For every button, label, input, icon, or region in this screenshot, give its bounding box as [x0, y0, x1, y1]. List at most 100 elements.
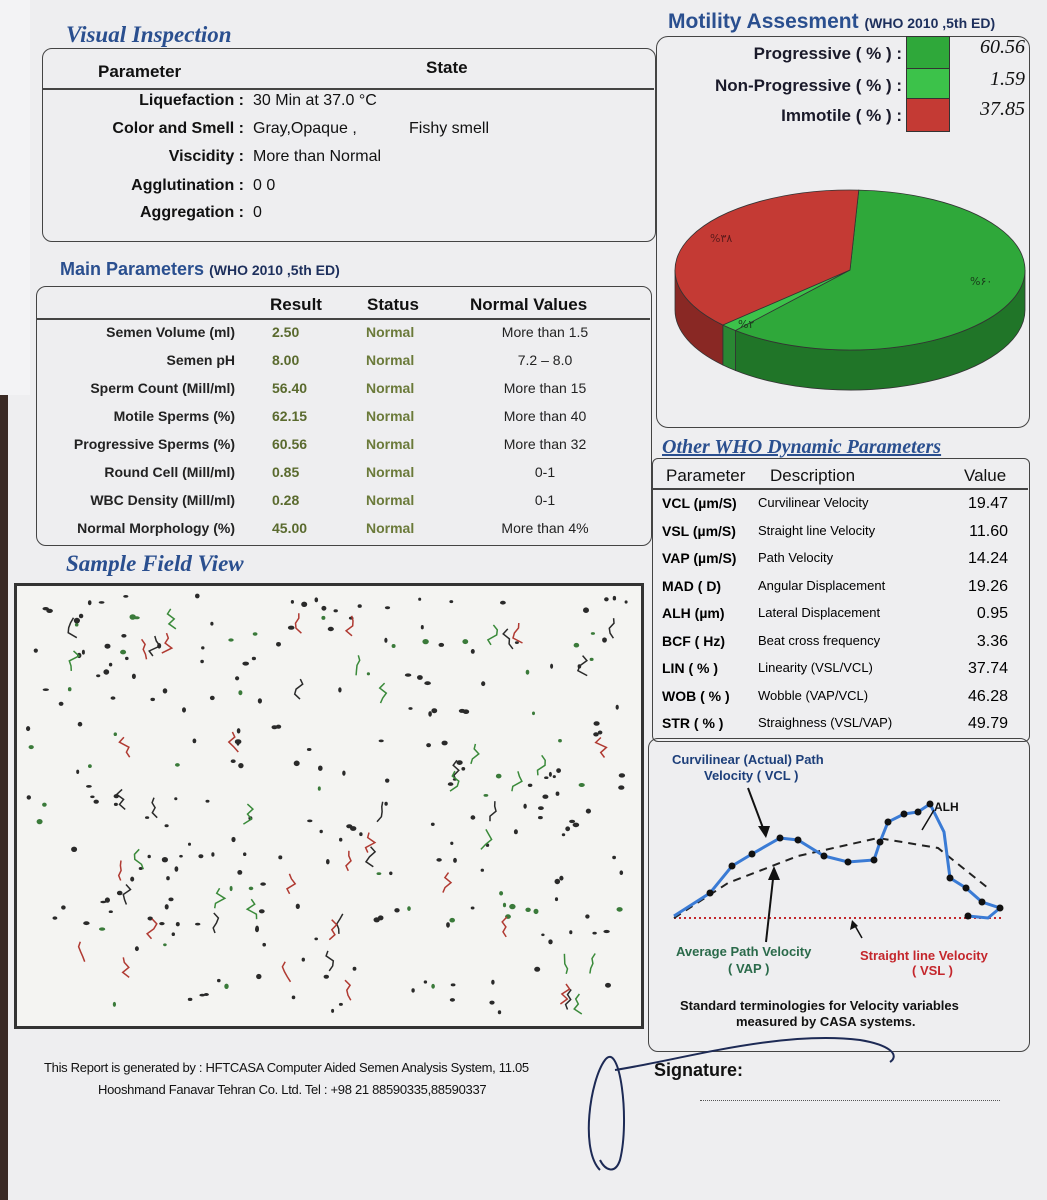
motility-title: Motility Assesment (WHO 2010 ,5th ED) [668, 10, 995, 34]
parameter-name: Normal Morphology (%) [77, 520, 235, 536]
dynamic-parameter-row: VCL (µm/S) Curvilinear Velocity 19.47 [662, 491, 1022, 518]
parameter-normal-value: More than 1.5 [501, 324, 589, 340]
vi-extra: Fishy smell [409, 120, 490, 137]
parameter-status: Normal [366, 464, 415, 480]
parameter-name: Round Cell (Mill/ml) [104, 464, 235, 480]
dyn-description: Lateral Displacement [758, 605, 881, 620]
vap-label-1: Average Path Velocity [676, 944, 812, 959]
parameter-normal-value: 0-1 [534, 464, 556, 480]
vi-value: Gray,Opaque , [253, 120, 357, 137]
pie-data-label: %۳۸ [710, 232, 732, 245]
dynamic-parameter-row: VAP (µm/S) Path Velocity 14.24 [662, 546, 1022, 573]
motility-value: 37.85 [980, 98, 1025, 120]
pie-data-label: %۶۰ [970, 275, 992, 288]
velocity-path-diagram [673, 787, 1004, 943]
dynamic-parameter-row: VSL (µm/S) Straight line Velocity 11.60 [662, 519, 1022, 546]
parameter-status: Normal [366, 408, 415, 424]
main-parameter-row: Progressive Sperms (%) 60.56 Normal More th… [30, 432, 640, 460]
dyn-description: Wobble (VAP/VCL) [758, 687, 869, 703]
pie-side-non-progressive [722, 324, 736, 372]
dyn-parameter: LIN ( % ) [662, 660, 718, 676]
dyn-description: Straighness (VSL/VAP) [758, 715, 893, 730]
col-normal-values: Normal Values [470, 295, 588, 314]
main-parameter-row: Semen pH 8.00 Normal 7.2 – 8.0 [30, 348, 640, 376]
vi-value: 30 Min at 37.0 °C [253, 92, 377, 109]
dyn-description: Beat cross frequency [758, 632, 881, 648]
vi-value: 0 0 [253, 177, 276, 194]
vsl-label-1: Straight line Velocity [860, 948, 988, 963]
vcl-label-2: Velocity ( VCL ) [704, 768, 799, 783]
col-dyn-value: Value [964, 466, 1007, 485]
dyn-value: 49.79 [967, 715, 1008, 732]
dyn-parameter: MAD ( D) [662, 577, 722, 594]
dyn-description: Linearity (VSL/VCL) [758, 660, 873, 675]
main-parameters-title-text: Main Parameters [60, 259, 205, 279]
vi-value: More than Normal [253, 148, 382, 165]
dyn-value: 37.74 [967, 660, 1008, 677]
divider [37, 318, 650, 320]
parameter-result: 8.00 [272, 352, 300, 368]
parameter-normal-value: More than 4% [501, 520, 589, 536]
vi-label: Liquefaction : [139, 92, 244, 109]
sample-field-view [14, 583, 644, 1029]
motility-swatch [906, 36, 950, 70]
motility-label: Non-Progressive ( % ) : [714, 76, 902, 95]
motility-label: Progressive ( % ) : [753, 44, 902, 63]
parameter-status: Normal [366, 380, 415, 396]
motility-swatch [906, 68, 950, 102]
col-result: Result [270, 295, 322, 314]
sample-field-title: Sample Field View [66, 551, 244, 576]
dyn-value: 19.26 [967, 577, 1008, 595]
vi-label: Color and Smell : [112, 120, 244, 137]
paper-edge [0, 0, 30, 395]
parameter-name: Semen pH [166, 352, 235, 368]
parameter-status: Normal [366, 324, 415, 340]
divider [653, 488, 1028, 490]
signature-label: Signature: [654, 1060, 744, 1080]
motility-title-text: Motility Assesment [668, 10, 859, 33]
parameter-name: Progressive Sperms (%) [73, 436, 235, 452]
dynamic-parameter-row: LIN ( % ) Linearity (VSL/VCL) 37.74 [662, 656, 1022, 683]
dyn-parameter: BCF ( Hz) [662, 632, 725, 649]
dyn-parameter: ALH (µm) [662, 605, 725, 621]
diagram-caption-2: measured by CASA systems. [736, 1014, 916, 1029]
sperm-field-image [26, 593, 628, 1015]
handwritten-signature [587, 1037, 895, 1171]
dyn-value: 11.60 [969, 522, 1008, 540]
main-parameters-box [36, 286, 652, 546]
parameter-name: Semen Volume (ml) [106, 324, 235, 340]
dyn-description: Path Velocity [758, 550, 834, 565]
motility-value: 60.56 [980, 36, 1025, 58]
motility-value: 1.59 [990, 68, 1025, 90]
main-parameters-standard: (WHO 2010 ,5th ED) [209, 262, 340, 278]
dynamic-parameter-row: STR ( % ) Straighness (VSL/VAP) 49.79 [662, 711, 1022, 738]
parameter-status: Normal [366, 492, 415, 508]
col-dyn-description: Description [770, 466, 856, 485]
dynamic-parameter-row: MAD ( D) Angular Displacement 19.26 [662, 574, 1022, 601]
dyn-parameter: VSL (µm/S) [662, 522, 736, 539]
vi-value: 0 [253, 204, 262, 221]
visual-inspection-title: Visual Inspection [66, 22, 232, 47]
motility-standard: (WHO 2010 ,5th ED) [864, 15, 996, 31]
divider [43, 88, 654, 90]
motility-box [656, 36, 1030, 428]
parameter-result: 60.56 [272, 436, 308, 452]
motility-label: Immotile ( % ) : [781, 106, 902, 125]
motility-pie-chart: %۶۰ %۳۸ %۲ [674, 189, 1026, 391]
parameter-status: Normal [366, 436, 415, 452]
dyn-value: 19.47 [967, 495, 1008, 512]
col-status: Status [367, 295, 419, 314]
main-parameter-row: Motile Sperms (%) 62.15 Normal More than 40 [30, 404, 640, 432]
dyn-description: Angular Displacement [758, 577, 886, 593]
signature-line[interactable] [700, 1100, 1000, 1101]
dyn-parameter: STR ( % ) [662, 715, 724, 731]
motility-swatch [906, 98, 950, 132]
main-parameter-row: WBC Density (Mill/ml) 0.28 Normal 0-1 [30, 488, 640, 516]
dyn-parameter: VAP (µm/S) [662, 550, 737, 566]
dynamic-parameter-row: ALH (µm) Lateral Displacement 0.95 [662, 601, 1022, 628]
col-dyn-parameter: Parameter [666, 466, 746, 485]
dyn-description: Straight line Velocity [758, 522, 876, 538]
parameter-result: 45.00 [272, 520, 308, 536]
parameter-name: Sperm Count (Mill/ml) [90, 380, 235, 396]
col-state: State [426, 58, 468, 77]
